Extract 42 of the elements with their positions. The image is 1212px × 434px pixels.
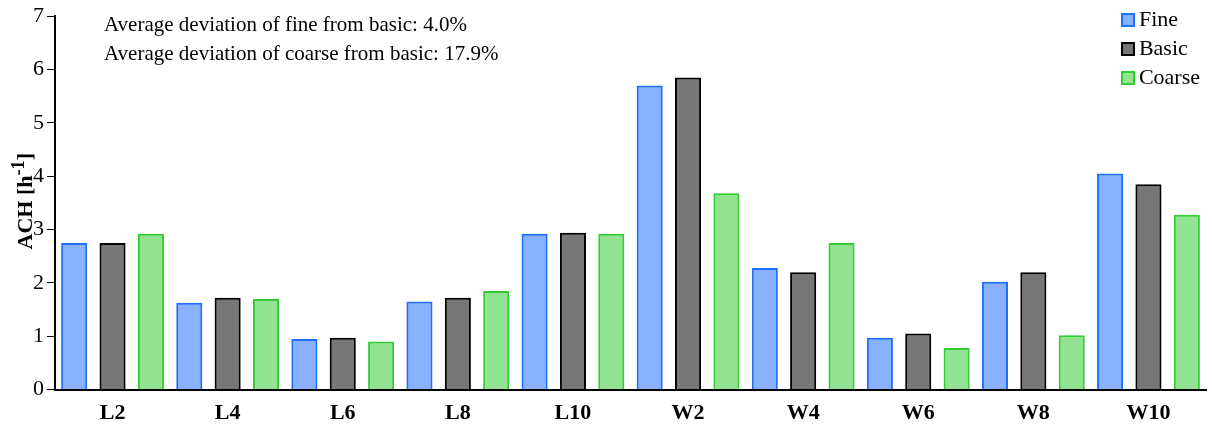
bar <box>1058 335 1085 390</box>
legend-label: Coarse <box>1137 63 1200 91</box>
bar <box>483 290 510 390</box>
y-tick-label: 6 <box>33 55 44 81</box>
y-tick-label: 1 <box>33 322 44 348</box>
y-tick-label: 5 <box>33 108 44 134</box>
bar <box>368 341 395 390</box>
bar <box>751 267 778 390</box>
x-tick-label: L10 <box>554 399 592 425</box>
bar <box>176 302 203 390</box>
bar <box>943 347 970 390</box>
legend-label: Basic <box>1137 34 1189 62</box>
x-tick-label: L6 <box>329 399 356 425</box>
bar <box>598 233 625 390</box>
y-tick-label: 4 <box>33 162 44 188</box>
y-tick-label: 0 <box>33 375 44 401</box>
bar <box>61 242 88 390</box>
bar <box>1173 214 1200 390</box>
x-tick-label: W2 <box>671 399 705 425</box>
bar <box>137 233 164 390</box>
bar <box>636 85 663 390</box>
bar <box>828 242 855 390</box>
x-tick-label: L2 <box>99 399 126 425</box>
legend-label: Fine <box>1137 5 1180 33</box>
bar <box>291 338 318 390</box>
x-tick-label: W4 <box>786 399 820 425</box>
y-tick-label: 7 <box>33 1 44 27</box>
annotation: Average deviation of coarse from basic: 17.9% <box>104 40 499 67</box>
bar <box>866 337 893 390</box>
x-tick-label: W8 <box>1016 399 1050 425</box>
x-tick-label: W10 <box>1126 399 1171 425</box>
bar <box>713 193 740 390</box>
bar <box>406 301 433 390</box>
bar <box>1097 173 1124 390</box>
bar <box>981 281 1009 390</box>
x-tick-label: L8 <box>445 399 471 425</box>
bar <box>521 233 548 390</box>
bar <box>252 298 280 390</box>
annotation: Average deviation of fine from basic: 4.0% <box>104 11 468 38</box>
y-tick-label: 2 <box>33 268 44 294</box>
x-tick-label: L4 <box>214 399 241 425</box>
x-tick-label: W6 <box>901 399 935 425</box>
